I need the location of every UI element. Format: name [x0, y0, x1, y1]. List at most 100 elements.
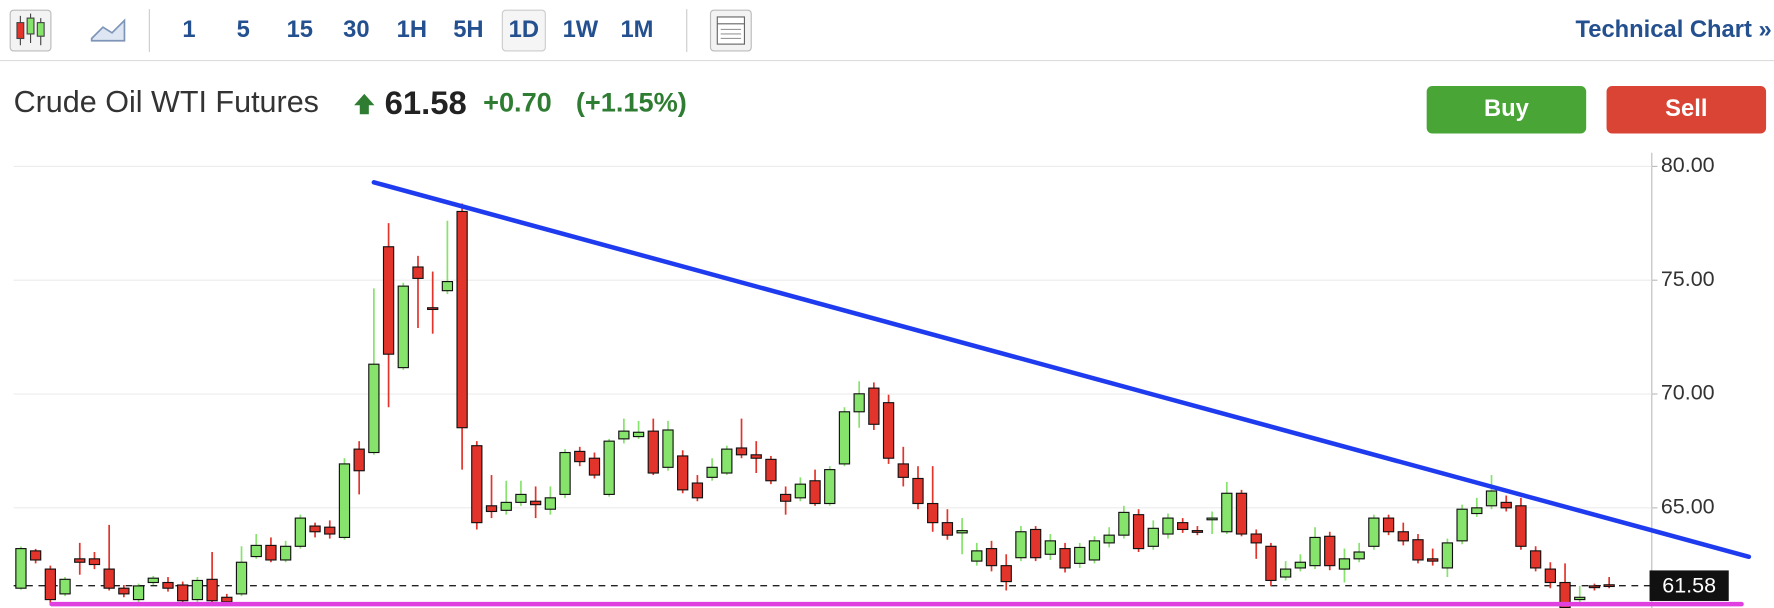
- candle-body: [765, 458, 777, 482]
- candle-body: [382, 246, 395, 355]
- candle-body: [1353, 551, 1365, 560]
- candle-body: [1044, 540, 1056, 555]
- instrument-title: Crude Oil WTI Futures: [14, 85, 319, 119]
- toolbar: 1 5 15 30 1H 5H 1D 1W 1M Technical Chart »: [0, 9, 1774, 62]
- candle-body: [500, 501, 512, 511]
- candle-body: [559, 451, 571, 495]
- candle-body: [1368, 517, 1380, 547]
- candle-body: [1118, 511, 1130, 536]
- candle-body: [1147, 527, 1159, 547]
- sell-button[interactable]: Sell: [1606, 85, 1767, 134]
- interval-button[interactable]: 5: [237, 16, 250, 43]
- candle-body: [838, 411, 851, 465]
- candle-body: [485, 505, 498, 513]
- candle-body: [603, 440, 615, 495]
- candle-body: [279, 545, 292, 561]
- candle-body: [1500, 501, 1512, 509]
- trend-line: [371, 180, 1752, 560]
- candle-body: [1588, 585, 1601, 589]
- change: +0.70: [483, 86, 552, 117]
- y-tick-label: 65.00: [1661, 495, 1715, 519]
- technical-chart-link[interactable]: Technical Chart »: [1576, 16, 1772, 43]
- candle-body: [735, 447, 748, 456]
- candle-body: [721, 448, 733, 474]
- candle-body: [1206, 517, 1218, 521]
- candle-body: [588, 457, 601, 476]
- candle-body: [1338, 558, 1351, 570]
- candle-body: [1471, 507, 1483, 515]
- y-tick-label: 80.00: [1661, 153, 1715, 177]
- candle-body: [1279, 568, 1292, 578]
- interval-button[interactable]: 5H: [453, 16, 483, 43]
- candle-body: [294, 517, 307, 547]
- candle-body: [88, 558, 101, 566]
- layout-icon[interactable]: [709, 9, 752, 52]
- candle-body: [1485, 490, 1498, 507]
- candle-body: [824, 469, 836, 505]
- candle-body: [1456, 508, 1468, 542]
- candle-body: [221, 596, 233, 603]
- price: 61.58: [385, 84, 467, 121]
- candle-body: [1324, 535, 1336, 567]
- candle-body: [647, 430, 659, 474]
- candle-body: [15, 548, 27, 589]
- candle-body: [662, 429, 674, 468]
- candle-body: [471, 445, 483, 524]
- candle-body: [1029, 528, 1042, 559]
- last-price-label: 61.58: [1662, 573, 1716, 597]
- interval-button[interactable]: 1: [182, 16, 195, 43]
- candle-body: [118, 587, 130, 595]
- plot-area: [13, 203, 1652, 608]
- interval-button[interactable]: 1H: [397, 16, 427, 43]
- candle-body: [1529, 550, 1542, 569]
- candle-body: [1397, 531, 1409, 542]
- candle-body: [309, 525, 321, 533]
- candle-body: [1235, 492, 1248, 535]
- candle-body: [44, 568, 57, 601]
- candle-body: [427, 307, 439, 311]
- candle-body: [529, 500, 542, 506]
- candle-body: [368, 363, 380, 454]
- candle-body: [29, 550, 42, 561]
- candle-body: [750, 454, 762, 459]
- sell-label[interactable]: Sell: [1665, 95, 1707, 122]
- candle-body: [927, 502, 939, 524]
- candle-body: [1574, 596, 1586, 601]
- candle-body: [1059, 548, 1071, 569]
- candle-body: [1132, 514, 1145, 550]
- candle-body: [74, 558, 86, 563]
- candle-body: [544, 497, 556, 510]
- candle-body: [853, 393, 865, 413]
- candle-body: [441, 281, 454, 292]
- candle-body: [882, 402, 895, 459]
- y-tick-label: 75.00: [1661, 267, 1715, 291]
- candle-body: [809, 480, 821, 505]
- interval-button[interactable]: 15: [287, 16, 313, 43]
- y-tick-label: 70.00: [1661, 381, 1715, 405]
- interval-button[interactable]: 1M: [620, 16, 653, 43]
- candle-body: [1191, 530, 1204, 533]
- candle-body: [956, 530, 968, 534]
- interval-button[interactable]: 1D: [509, 16, 539, 43]
- interval-button[interactable]: 30: [343, 16, 369, 43]
- candle-body: [250, 544, 262, 558]
- candle-body: [147, 577, 159, 584]
- candle-body: [162, 581, 174, 589]
- candle-body: [1603, 584, 1615, 588]
- candle-body: [1382, 517, 1395, 533]
- buy-label[interactable]: Buy: [1484, 95, 1530, 122]
- candle-body: [985, 548, 998, 567]
- interval-button[interactable]: 1W: [563, 16, 599, 43]
- candle-body: [912, 477, 924, 505]
- buy-button[interactable]: Buy: [1426, 85, 1587, 134]
- candle-body: [1265, 545, 1277, 582]
- candle-body: [353, 448, 365, 472]
- line-chart-icon[interactable]: [90, 18, 126, 42]
- candle-body: [779, 493, 792, 502]
- candle-body: [1088, 540, 1101, 561]
- candle-body: [324, 526, 336, 535]
- candle-body: [1309, 536, 1321, 567]
- candle-body: [1162, 517, 1174, 535]
- candle-body: [868, 387, 880, 425]
